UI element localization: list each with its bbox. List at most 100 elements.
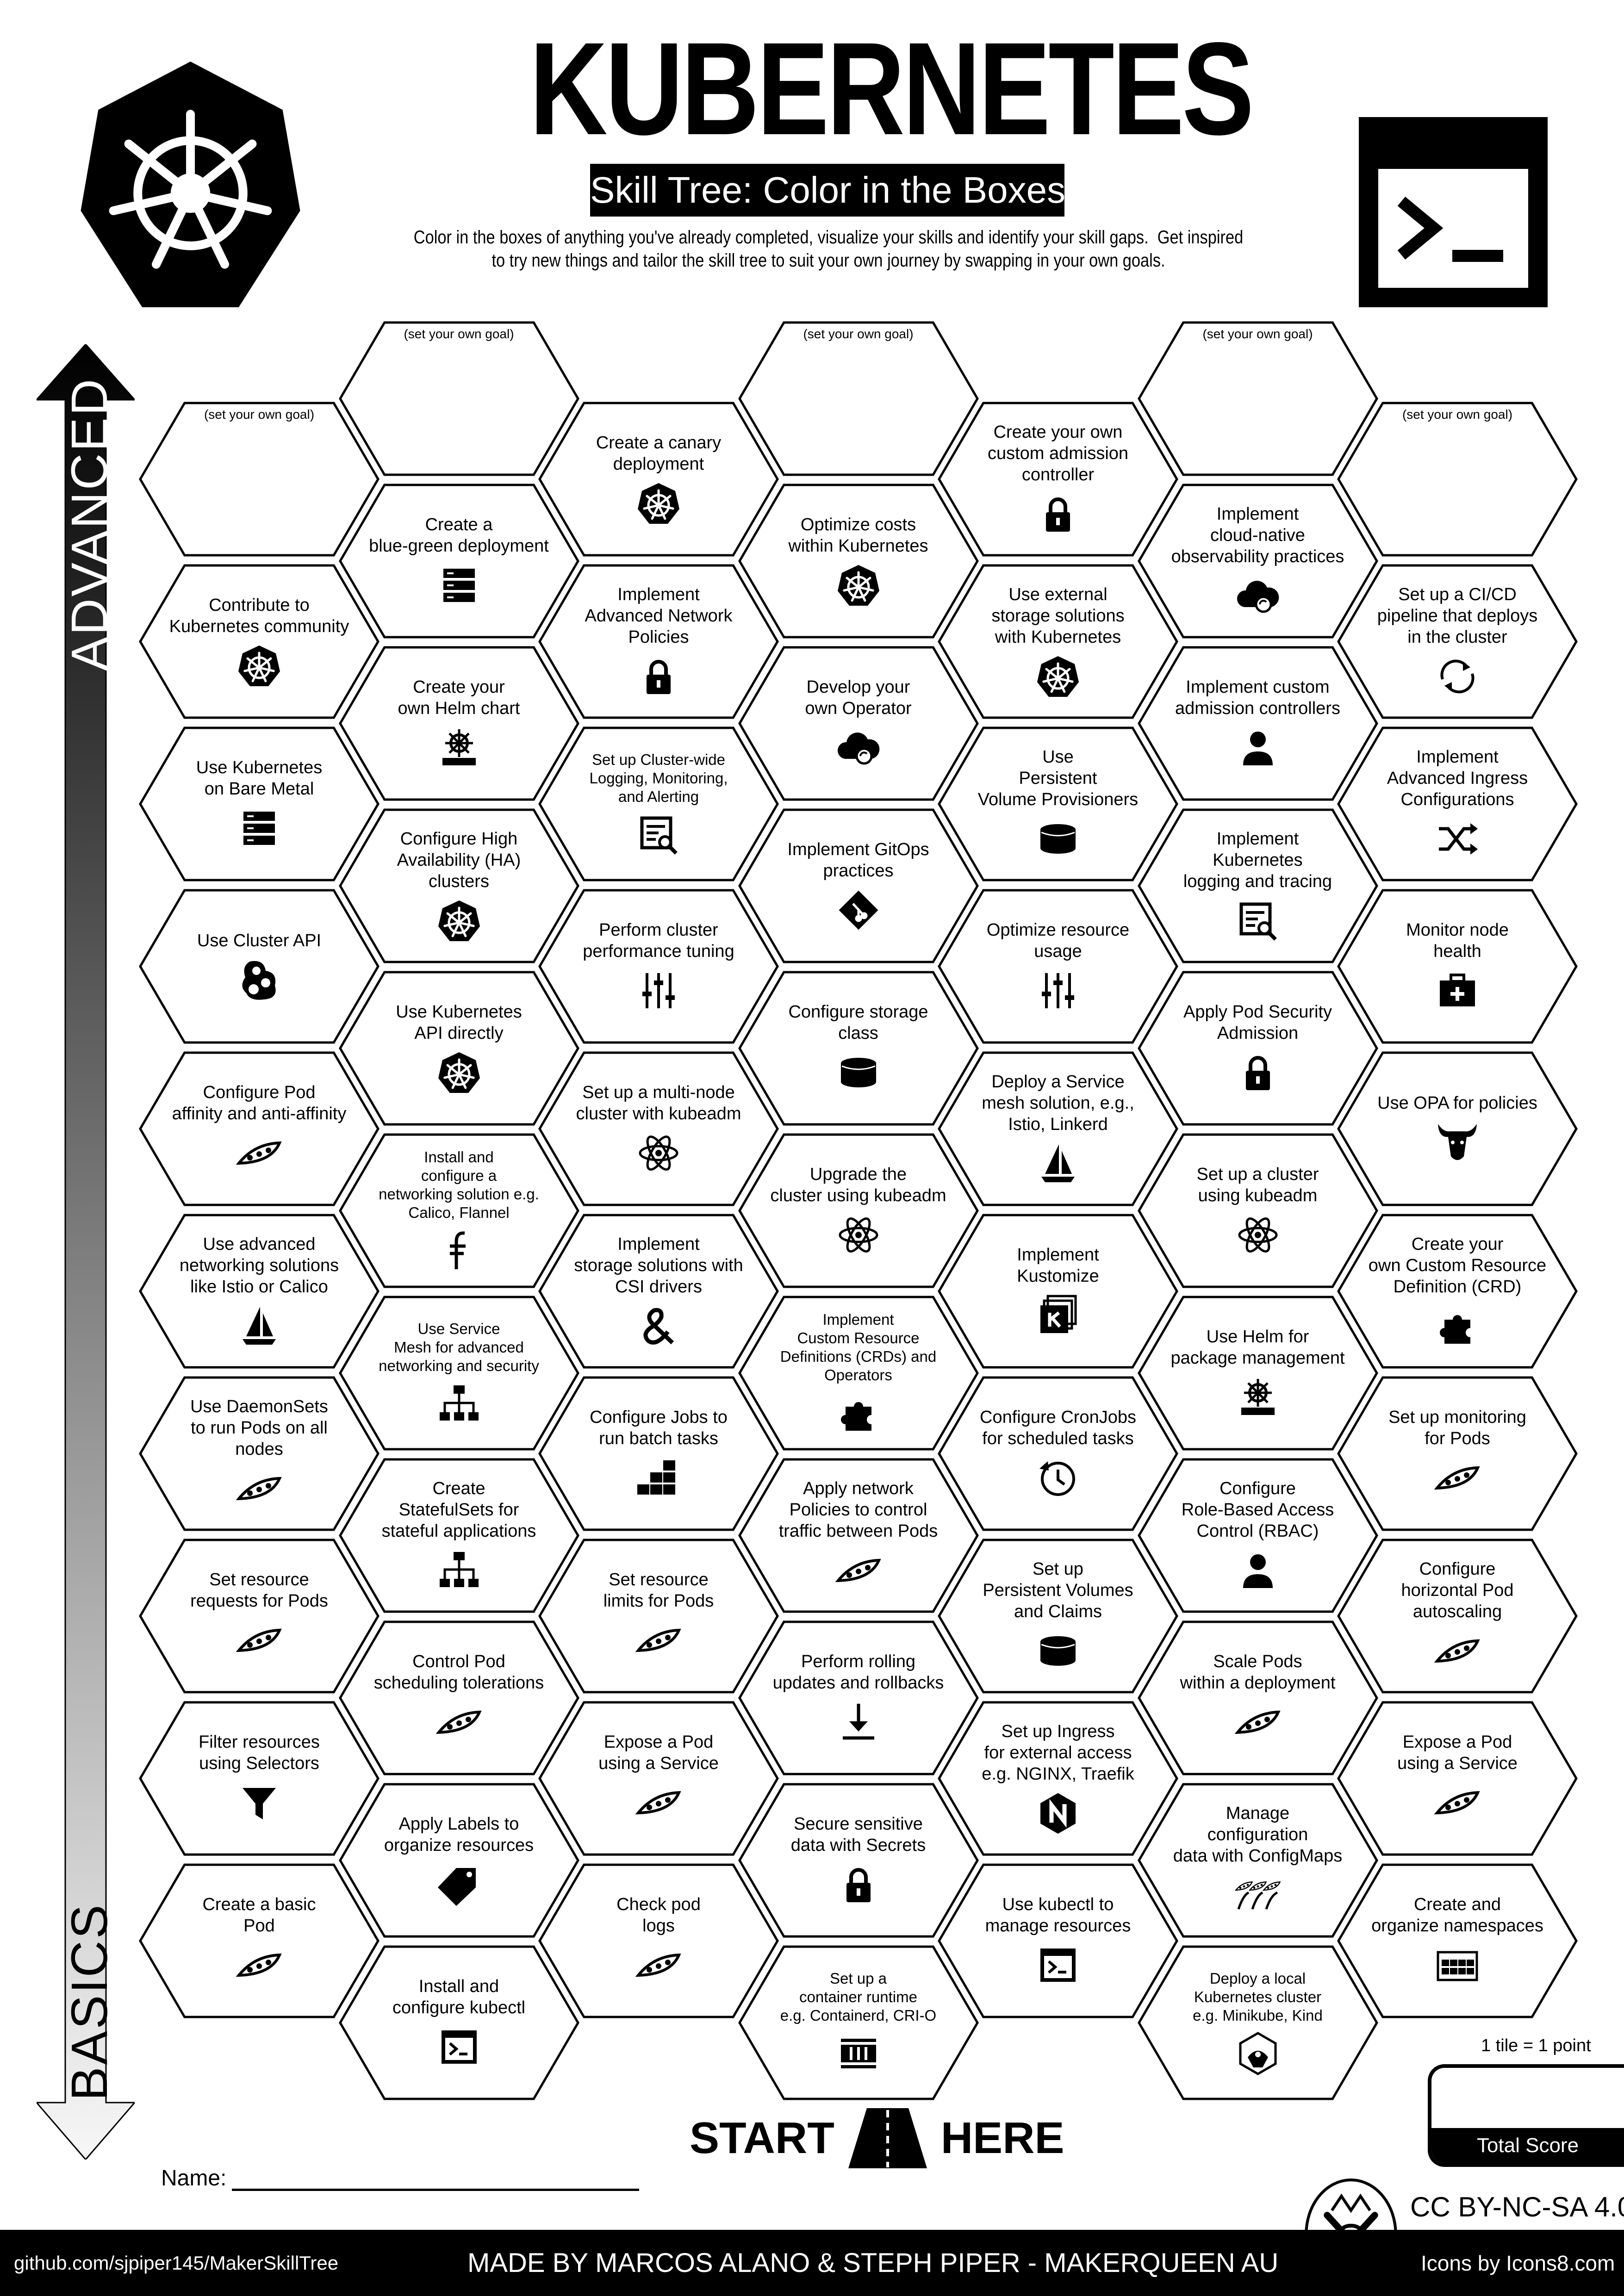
skill-tile[interactable]: Implement GitOps practices bbox=[738, 808, 979, 963]
skill-tile[interactable]: Develop your own Operator bbox=[738, 646, 979, 801]
skill-tile[interactable]: Perform rolling updates and rollbacks bbox=[738, 1620, 979, 1775]
skill-tile[interactable]: Optimize resource usage bbox=[938, 889, 1178, 1044]
skill-tile[interactable]: Create your own Custom Resource Definiti… bbox=[1337, 1214, 1578, 1369]
skill-tile[interactable]: Use Cluster API bbox=[139, 889, 380, 1044]
skill-tile[interactable]: Set up Persistent Volumes and Claims bbox=[938, 1539, 1178, 1694]
skill-tile[interactable]: Set up a cluster using kubeadm bbox=[1137, 1133, 1378, 1288]
skill-tile[interactable]: Set up a multi-node cluster with kubeadm bbox=[538, 1051, 779, 1206]
skill-tile[interactable]: Expose a Pod using a Service bbox=[1337, 1701, 1578, 1856]
skill-tile[interactable]: Set up monitoring for Pods bbox=[1337, 1376, 1578, 1531]
skill-tile[interactable]: Create StatefulSets for stateful applica… bbox=[338, 1458, 579, 1613]
skill-tile[interactable]: Implement Custom Resource Definitions (C… bbox=[738, 1296, 979, 1451]
skill-tile[interactable]: Apply Pod Security Admission bbox=[1137, 971, 1378, 1126]
skill-tile[interactable]: Configure CronJobs for scheduled tasks bbox=[938, 1376, 1178, 1531]
name-field[interactable]: Name: bbox=[161, 2166, 640, 2191]
hexagon-outline bbox=[1337, 564, 1578, 719]
hexagon-outline bbox=[538, 1214, 779, 1368]
skill-tile[interactable]: Expose a Pod using a Service bbox=[538, 1701, 779, 1856]
custom-goal-tile[interactable]: (set your own goal) bbox=[1137, 321, 1378, 476]
skill-tile[interactable]: Use kubectl to manage resources bbox=[938, 1863, 1178, 2018]
hexagon-outline bbox=[538, 1539, 779, 1693]
skill-label: Filter resources using Selectors bbox=[199, 1732, 320, 1773]
skill-tile[interactable]: Use Kubernetes API directly bbox=[338, 971, 579, 1126]
skill-tile[interactable]: Configure Pod affinity and anti-affinity bbox=[139, 1051, 380, 1206]
skill-tile[interactable]: Set up a container runtime e.g. Containe… bbox=[738, 1945, 979, 2100]
skill-tile[interactable]: Set up Ingress for external access e.g. … bbox=[938, 1701, 1178, 1856]
skill-tile[interactable]: Use Service Mesh for advanced networking… bbox=[338, 1296, 579, 1451]
skill-tile[interactable]: Optimize costs within Kubernetes bbox=[738, 484, 979, 639]
skill-tile[interactable]: Create a canary deployment bbox=[538, 402, 779, 557]
skill-label: Install and configure kubectl bbox=[392, 1976, 526, 2017]
skill-tile[interactable]: Configure Role-Based Access Control (RBA… bbox=[1137, 1458, 1378, 1613]
custom-goal-tile[interactable]: (set your own goal) bbox=[139, 402, 380, 557]
skill-tile[interactable]: Configure Jobs to run batch tasks bbox=[538, 1376, 779, 1531]
lock-icon bbox=[647, 659, 671, 694]
skill-tile[interactable]: Install and configure a networking solut… bbox=[338, 1133, 579, 1288]
skill-tile[interactable]: Use external storage solutions with Kube… bbox=[938, 564, 1178, 719]
skill-tile[interactable]: Contribute to Kubernetes community bbox=[139, 564, 380, 719]
skill-tile[interactable]: Create a basic Pod bbox=[139, 1863, 380, 2018]
skill-tile[interactable]: Set resource limits for Pods bbox=[538, 1539, 779, 1694]
pea-pod-icon bbox=[835, 1558, 881, 1582]
atom-icon bbox=[639, 1135, 678, 1171]
skill-tile[interactable]: Deploy a local Kubernetes cluster e.g. M… bbox=[1137, 1945, 1378, 2100]
custom-goal-tile[interactable]: (set your own goal) bbox=[1337, 402, 1578, 557]
hexagon-outline bbox=[738, 1620, 979, 1775]
skill-tile[interactable]: Implement custom admission controllers bbox=[1137, 646, 1378, 801]
custom-goal-tile[interactable]: (set your own goal) bbox=[338, 321, 579, 476]
hexagon-outline bbox=[1137, 484, 1378, 638]
skill-tile[interactable]: Use DaemonSets to run Pods on all nodes bbox=[139, 1376, 380, 1531]
custom-goal-tile[interactable]: (set your own goal) bbox=[738, 321, 979, 476]
total-score-box[interactable]: Total Score bbox=[1428, 2064, 1624, 2167]
hexagon-outline bbox=[938, 1214, 1178, 1368]
skill-tile[interactable]: Upgrade the cluster using kubeadm bbox=[738, 1133, 979, 1288]
skill-tile[interactable]: Set up Cluster-wide Logging, Monitoring,… bbox=[538, 726, 779, 881]
skill-tile[interactable]: Set resource requests for Pods bbox=[139, 1539, 380, 1694]
skill-tile[interactable]: Manage configuration data with ConfigMap… bbox=[1137, 1783, 1378, 1938]
skill-tile[interactable]: Use OPA for policies bbox=[1337, 1051, 1578, 1206]
skill-tile[interactable]: Use Persistent Volume Provisioners bbox=[938, 726, 1178, 881]
hexagon-outline bbox=[338, 971, 579, 1125]
skill-tile[interactable]: Apply Labels to organize resources bbox=[338, 1783, 579, 1938]
skill-tile[interactable]: Implement Advanced Ingress Configuration… bbox=[1337, 726, 1578, 881]
skill-tile[interactable]: Set up a CI/CD pipeline that deploys in … bbox=[1337, 564, 1578, 719]
skill-tile[interactable]: Create your own Helm chart bbox=[338, 646, 579, 801]
skill-tile[interactable]: Use Helm for package management bbox=[1137, 1296, 1378, 1451]
skill-tile[interactable]: Create your own custom admission control… bbox=[938, 402, 1178, 557]
skill-tile[interactable]: Implement Advanced Network Policies bbox=[538, 564, 779, 719]
icons-credit[interactable]: Icons by Icons8.com bbox=[1421, 2251, 1615, 2275]
skill-tile[interactable]: Use Kubernetes on Bare Metal bbox=[139, 726, 380, 881]
skill-tile[interactable]: Secure sensitive data with Secrets bbox=[738, 1783, 979, 1938]
skill-tile[interactable]: Implement Kubernetes logging and tracing bbox=[1137, 808, 1378, 963]
skill-tile[interactable]: Filter resources using Selectors bbox=[139, 1701, 380, 1856]
name-input-line[interactable] bbox=[232, 2170, 640, 2191]
skill-tile[interactable]: Implement Kustomize bbox=[938, 1214, 1178, 1369]
skill-tile[interactable]: Configure High Availability (HA) cluster… bbox=[338, 808, 579, 963]
skill-tile[interactable]: Implement storage solutions with CSI dri… bbox=[538, 1214, 779, 1369]
advanced-label: ADVANCED bbox=[61, 377, 118, 671]
hexagon-outline bbox=[538, 889, 779, 1043]
kubernetes-icon bbox=[238, 645, 280, 686]
skill-tile[interactable]: Install and configure kubectl bbox=[338, 1945, 579, 2100]
skill-tile[interactable]: Control Pod scheduling tolerations bbox=[338, 1620, 579, 1775]
medkit-icon bbox=[1440, 973, 1475, 1006]
skill-tile[interactable]: Perform cluster performance tuning bbox=[538, 889, 779, 1044]
name-label: Name: bbox=[161, 2166, 227, 2191]
skill-tile[interactable]: Create a blue-green deployment bbox=[338, 484, 579, 639]
skill-tile[interactable]: Create and organize namespaces bbox=[1337, 1863, 1578, 2018]
skill-tile[interactable]: Monitor node health bbox=[1337, 889, 1578, 1044]
skill-tile[interactable]: Configure horizontal Pod autoscaling bbox=[1337, 1539, 1578, 1694]
hexagon-outline bbox=[1337, 889, 1578, 1043]
github-link[interactable]: github.com/sjpiper145/MakerSkillTree bbox=[14, 2252, 339, 2274]
skill-tile[interactable]: Apply network Policies to control traffi… bbox=[738, 1458, 979, 1613]
skill-tile[interactable]: Use advanced networking solutions like I… bbox=[139, 1214, 380, 1369]
skill-label: Create a canary deployment bbox=[596, 433, 722, 474]
skill-tile[interactable]: Deploy a Service mesh solution, e.g., Is… bbox=[938, 1051, 1178, 1206]
hexagon-outline bbox=[1137, 1620, 1378, 1775]
skill-tile[interactable]: Configure storage class bbox=[738, 971, 979, 1126]
skill-tile[interactable]: Scale Pods within a deployment bbox=[1137, 1620, 1378, 1775]
skill-tile[interactable]: Implement cloud-native observability pra… bbox=[1137, 484, 1378, 639]
skill-label: Create a basic Pod bbox=[202, 1894, 316, 1936]
hexagon-outline bbox=[1137, 1945, 1378, 2100]
skill-tile[interactable]: Check pod logs bbox=[538, 1863, 779, 2018]
